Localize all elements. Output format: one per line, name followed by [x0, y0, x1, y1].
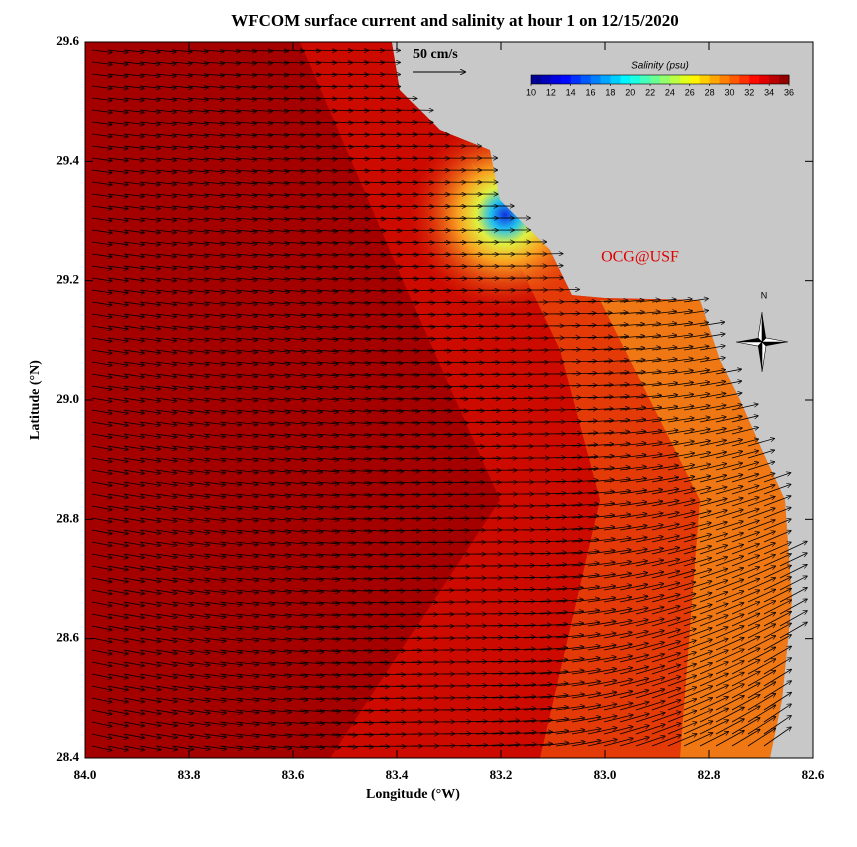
- colorbar-tick-label: 28: [705, 87, 715, 97]
- y-tick-label: 28.6: [56, 630, 79, 645]
- x-tick-label: 83.0: [594, 767, 617, 782]
- colorbar-cell: [640, 75, 650, 84]
- colorbar-cell: [759, 75, 769, 84]
- colorbar-cell: [610, 75, 620, 84]
- colorbar-tick-label: 32: [744, 87, 754, 97]
- scale-label: 50 cm/s: [413, 47, 458, 62]
- north-label: N: [761, 290, 768, 300]
- current-arrow: [380, 86, 400, 87]
- x-tick-label: 82.8: [698, 767, 721, 782]
- x-tick-label: 83.2: [490, 767, 513, 782]
- colorbar-cell: [749, 75, 759, 84]
- colorbar-tick-label: 26: [685, 87, 695, 97]
- colorbar-cell: [690, 75, 700, 84]
- map-field: [85, 42, 813, 758]
- x-tick-label: 84.0: [74, 767, 97, 782]
- y-tick-label: 28.8: [56, 510, 79, 525]
- colorbar-cell: [739, 75, 749, 84]
- colorbar-cell: [561, 75, 571, 84]
- colorbar-tick-label: 20: [625, 87, 635, 97]
- x-tick-label: 82.6: [802, 767, 825, 782]
- y-tick-label: 29.0: [56, 391, 79, 406]
- colorbar-tick-label: 22: [645, 87, 655, 97]
- colorbar-cell: [630, 75, 640, 84]
- colorbar-label: Salinity (psu): [631, 61, 689, 72]
- x-tick-label: 83.4: [386, 767, 409, 782]
- colorbar-cell: [531, 75, 541, 84]
- colorbar-tick-label: 18: [605, 87, 615, 97]
- colorbar-cell: [581, 75, 591, 84]
- colorbar-tick-label: 30: [724, 87, 734, 97]
- colorbar-cell: [720, 75, 730, 84]
- colorbar-cell: [660, 75, 670, 84]
- colorbar-cell: [650, 75, 660, 84]
- y-tick-label: 29.6: [56, 33, 79, 48]
- credit: OCG@USF: [601, 249, 679, 266]
- colorbar-tick-label: 14: [566, 87, 576, 97]
- colorbar-cell: [591, 75, 601, 84]
- y-tick-label: 29.2: [56, 272, 79, 287]
- colorbar-cell: [710, 75, 720, 84]
- colorbar-cell: [729, 75, 739, 84]
- y-tick-label: 28.4: [56, 749, 79, 764]
- colorbar-tick-label: 10: [526, 87, 536, 97]
- y-axis-label: Latitude (°N): [28, 360, 43, 440]
- colorbar-cell: [551, 75, 561, 84]
- colorbar-tick-label: 36: [784, 87, 794, 97]
- colorbar-cell: [700, 75, 710, 84]
- colorbar-tick-label: 24: [665, 87, 675, 97]
- x-tick-label: 83.8: [178, 767, 201, 782]
- colorbar-tick-label: 12: [546, 87, 556, 97]
- colorbar-cell: [769, 75, 779, 84]
- x-axis-label: Longitude (°W): [366, 787, 460, 802]
- colorbar-tick-label: 34: [764, 87, 774, 97]
- colorbar-cell: [571, 75, 581, 84]
- y-tick-label: 29.4: [56, 152, 79, 167]
- colorbar-cell: [779, 75, 789, 84]
- colorbar-cell: [600, 75, 610, 84]
- x-tick-label: 83.6: [282, 767, 305, 782]
- colorbar-cell: [680, 75, 690, 84]
- colorbar-tick-label: 16: [586, 87, 596, 97]
- title: WFCOM surface current and salinity at ho…: [231, 11, 679, 30]
- colorbar-cell: [620, 75, 630, 84]
- colorbar-cell: [670, 75, 680, 84]
- colorbar-cell: [541, 75, 551, 84]
